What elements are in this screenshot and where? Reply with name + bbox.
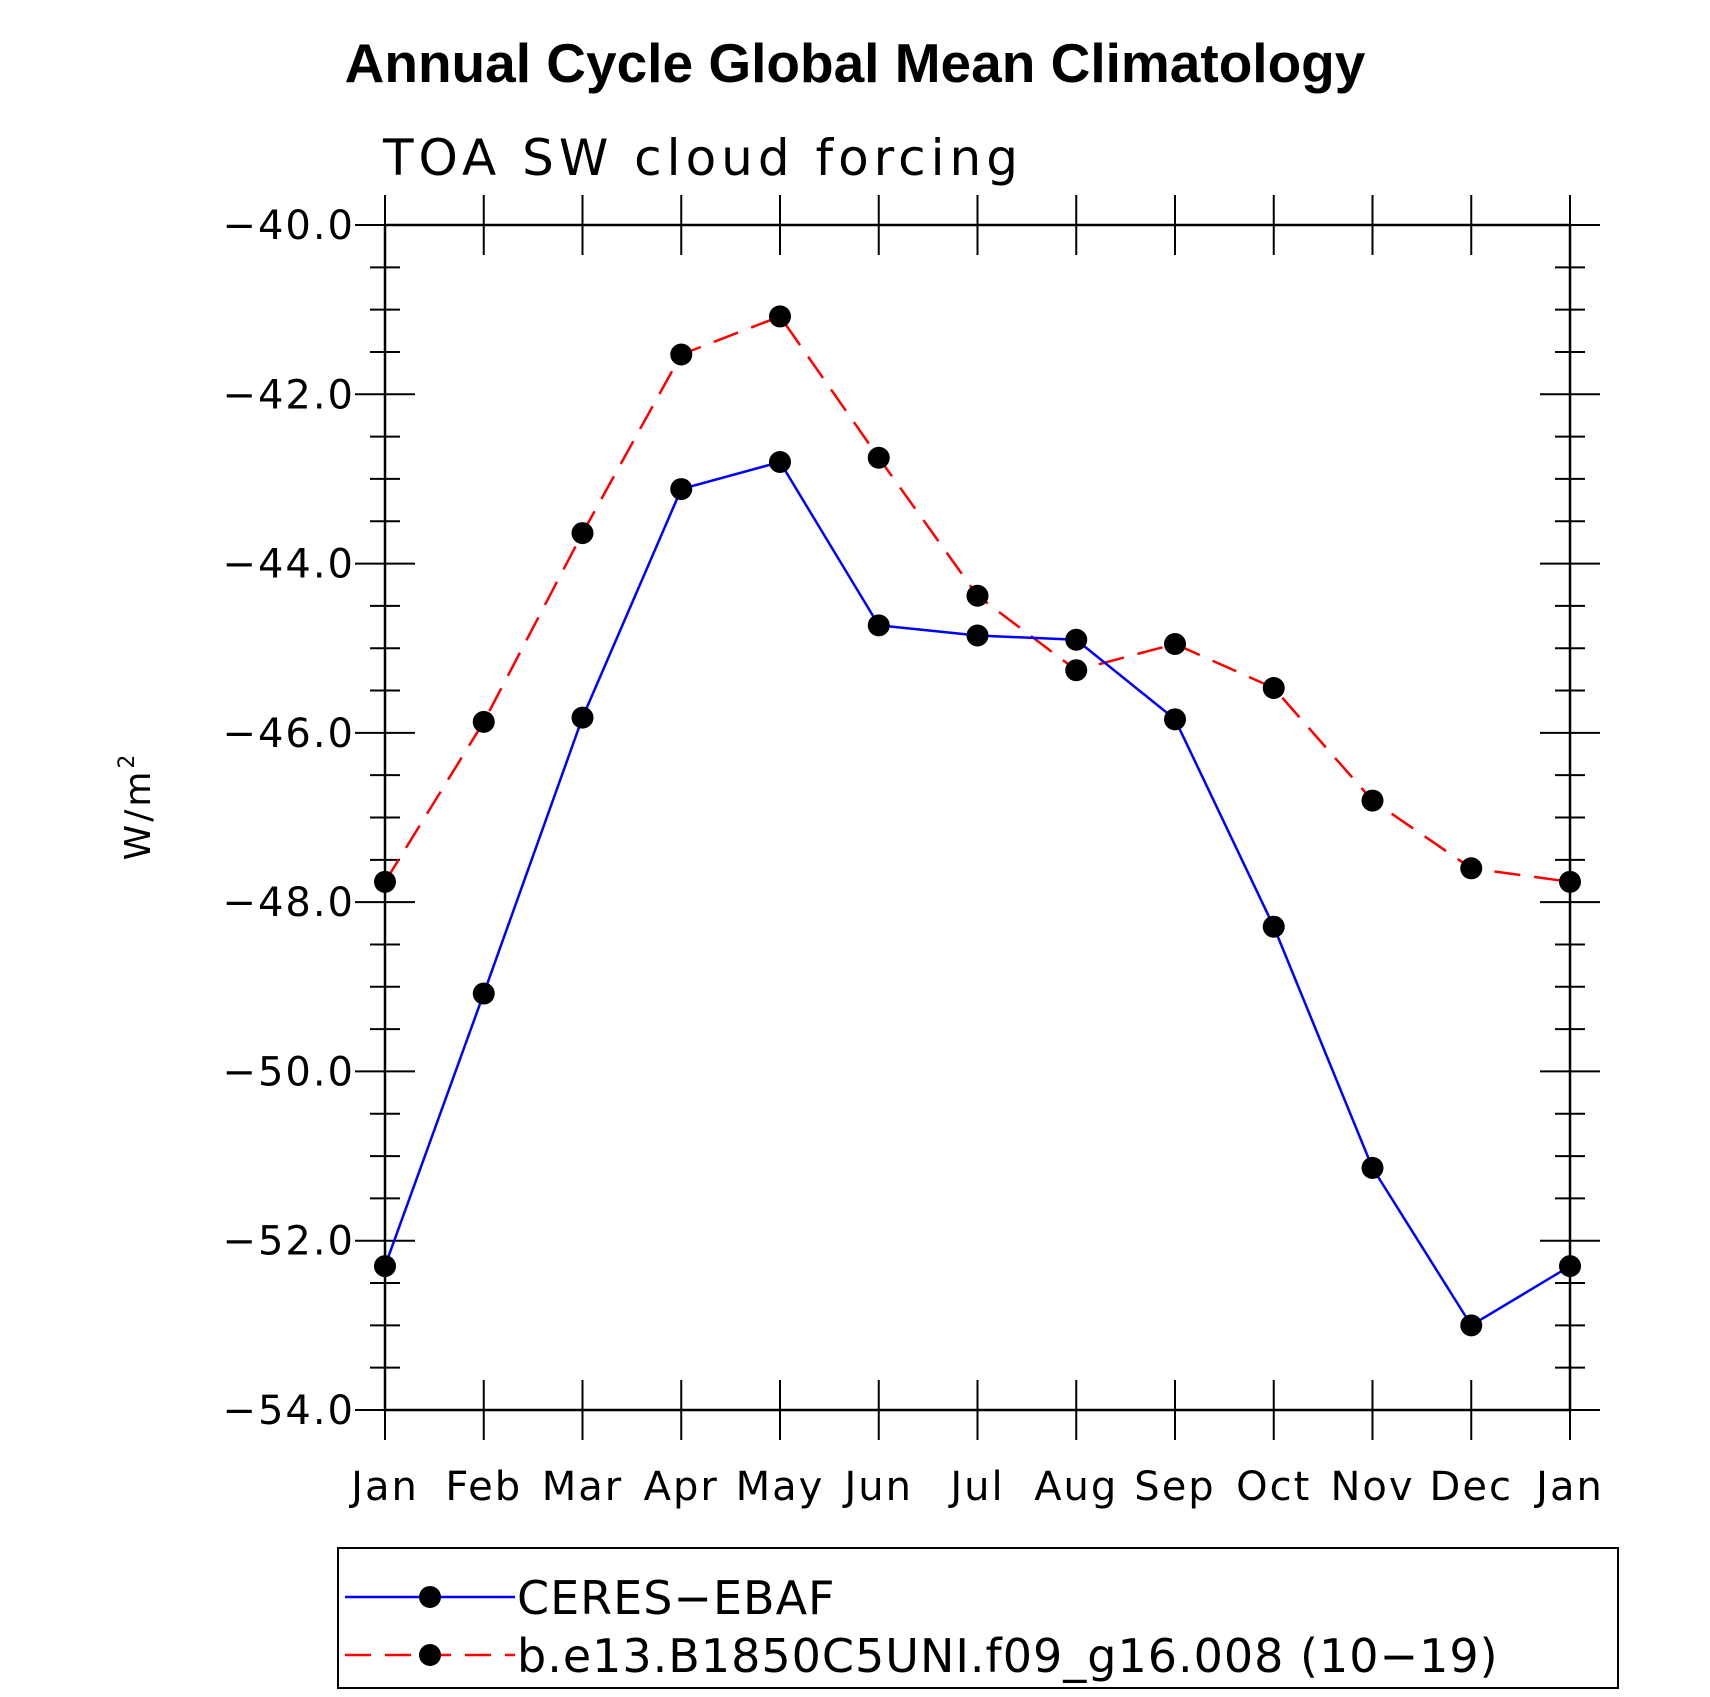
x-tick-labels: Jan Feb Mar Apr May Jun Jul Aug Sep Oct Nov Dec Jan	[348, 1464, 1604, 1510]
x-tick-label: Aug	[1034, 1464, 1118, 1510]
y-tick-label: −46.0	[222, 711, 355, 757]
data-point	[1065, 628, 1088, 651]
data-point	[867, 446, 890, 469]
data-point	[1460, 857, 1483, 880]
data-point	[1361, 789, 1384, 812]
x-tick-label: Jun	[842, 1464, 914, 1510]
y-axis-label-superscript: 2	[115, 752, 140, 769]
x-tick-label: Jan	[1533, 1464, 1604, 1510]
data-point	[769, 305, 791, 328]
y-tick-labels: −40.0 −42.0 −44.0 −46.0 −48.0 −50.0 −52.0 −54.0	[222, 203, 355, 1434]
y-axis-label-text: W/m	[118, 769, 159, 861]
y-tick-label: −54.0	[222, 1388, 355, 1434]
x-tick-label: Feb	[445, 1464, 522, 1510]
data-point	[1262, 676, 1285, 699]
x-tick-label: Mar	[542, 1464, 623, 1510]
y-tick-label: −48.0	[222, 880, 355, 926]
data-point	[670, 478, 693, 501]
data-point	[670, 343, 693, 366]
legend-label: b.e13.B1850C5UNI.f09_g16.008 (10−19)	[517, 1629, 1499, 1683]
y-tick-label: −50.0	[222, 1049, 355, 1095]
data-point	[1164, 632, 1186, 655]
x-tick-label: Apr	[644, 1464, 719, 1510]
data-point	[966, 624, 989, 647]
chart-subtitle: TOA SW cloud forcing	[382, 129, 1023, 187]
data-point	[769, 451, 791, 473]
data-point	[867, 614, 890, 637]
legend-marker	[419, 1586, 441, 1608]
x-tick-label: Jan	[348, 1464, 419, 1510]
data-point	[1065, 659, 1088, 682]
legend-box	[337, 1547, 1619, 1689]
data-point	[1460, 1314, 1483, 1337]
data-point	[571, 522, 594, 545]
y-tick-label: −40.0	[222, 203, 355, 249]
x-tick-label: May	[736, 1464, 825, 1510]
y-tick-label: −42.0	[222, 372, 355, 418]
data-point	[571, 706, 594, 729]
x-tick-label: Oct	[1236, 1464, 1311, 1510]
data-point	[472, 982, 495, 1005]
plot-frame	[383, 223, 1572, 1412]
data-point	[966, 584, 989, 607]
plot-series	[374, 305, 1581, 1337]
y-tick-label: −44.0	[222, 542, 355, 588]
data-point	[472, 710, 495, 733]
x-tick-label: Dec	[1430, 1464, 1513, 1510]
y-axis-label: W/m2	[115, 752, 159, 861]
legend-marker	[419, 1644, 441, 1666]
y-tick-label: −52.0	[222, 1219, 355, 1265]
x-tick-label: Jul	[947, 1464, 1004, 1510]
data-point	[1164, 708, 1186, 731]
x-tick-label: Nov	[1330, 1464, 1414, 1510]
data-point	[1361, 1156, 1384, 1179]
legend-label: CERES−EBAF	[517, 1571, 836, 1625]
data-point	[1262, 915, 1285, 938]
chart-title: Annual Cycle Global Mean Climatology	[345, 32, 1366, 94]
axis-ticks	[355, 195, 1600, 1440]
x-tick-label: Sep	[1134, 1464, 1215, 1510]
